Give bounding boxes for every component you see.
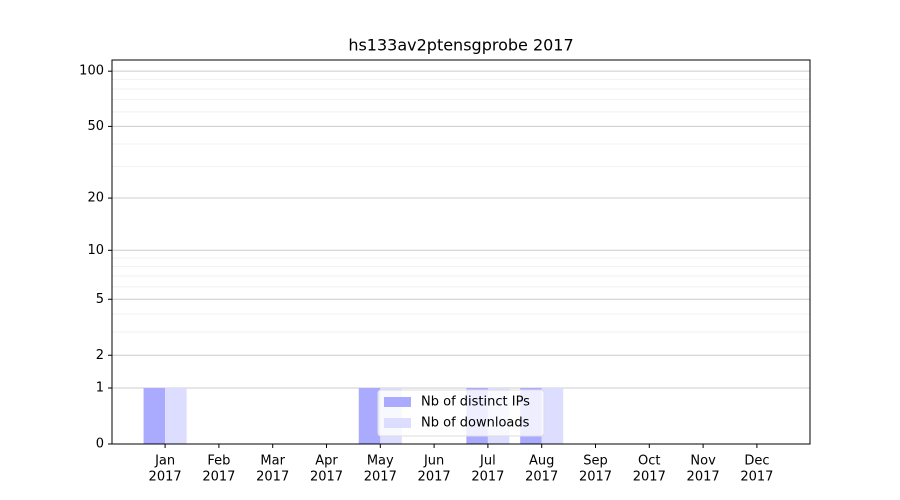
chart-title: hs133av2ptensgprobe 2017 xyxy=(348,36,573,55)
bar xyxy=(165,388,187,444)
x-tick-label: Oct xyxy=(638,454,660,469)
legend-box xyxy=(377,389,545,437)
bar xyxy=(143,388,166,444)
x-tick-label: 2017 xyxy=(256,470,289,485)
x-tick-label: Mar xyxy=(260,454,285,469)
x-tick-label: 2017 xyxy=(579,470,612,485)
x-tick-label: 2017 xyxy=(364,470,397,485)
x-tick-label: Jul xyxy=(479,454,496,469)
x-tick-label: 2017 xyxy=(525,470,558,485)
y-tick-label: 5 xyxy=(96,292,104,307)
x-tick-label: 2017 xyxy=(471,470,504,485)
x-tick-label: 2017 xyxy=(149,470,182,485)
y-tick-label: 0 xyxy=(96,437,104,452)
legend-swatch xyxy=(384,397,411,407)
x-tick-label: 2017 xyxy=(418,470,451,485)
plot-frame xyxy=(111,59,811,445)
x-tick-label: 2017 xyxy=(687,470,720,485)
x-tick-label: Sep xyxy=(583,454,608,469)
x-tick-label: May xyxy=(367,454,394,469)
x-tick-label: Jun xyxy=(423,454,444,469)
x-tick-label: Apr xyxy=(315,454,338,469)
y-tick-label: 1 xyxy=(96,381,104,396)
x-tick-label: Feb xyxy=(207,454,230,469)
legend-label: Nb of distinct IPs xyxy=(421,395,530,410)
x-tick-label: Aug xyxy=(529,454,554,469)
x-tick-label: 2017 xyxy=(310,470,343,485)
x-tick-label: 2017 xyxy=(740,470,773,485)
bar xyxy=(541,388,564,444)
y-tick-label: 100 xyxy=(79,64,104,79)
legend-label: Nb of downloads xyxy=(421,416,530,431)
y-tick-label: 50 xyxy=(87,119,104,134)
x-tick-label: 2017 xyxy=(202,470,235,485)
x-tick-label: 2017 xyxy=(633,470,666,485)
y-tick-label: 20 xyxy=(87,191,104,206)
y-tick-label: 2 xyxy=(96,348,104,363)
x-tick-label: Dec xyxy=(744,454,769,469)
legend-swatch xyxy=(384,418,411,428)
x-tick-label: Nov xyxy=(690,454,716,469)
y-tick-label: 10 xyxy=(87,243,104,258)
bar xyxy=(358,388,381,444)
x-tick-label: Jan xyxy=(154,454,175,469)
